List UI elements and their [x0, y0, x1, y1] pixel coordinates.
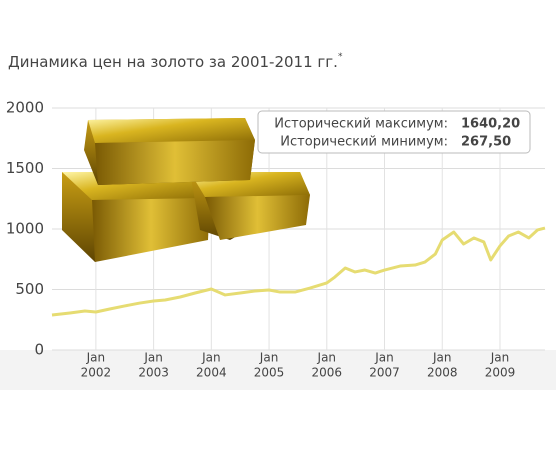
x-tick-label: 2006 — [312, 366, 343, 380]
price-line — [51, 226, 546, 317]
annotation-value: 267,50 — [461, 135, 511, 150]
x-tick-label: 2005 — [254, 366, 285, 380]
gold-bars — [62, 118, 310, 262]
y-tick-label: 2000 — [6, 99, 44, 117]
annotation-label: Исторический минимум: — [280, 135, 448, 150]
x-tick-month: Jan — [86, 351, 106, 365]
x-tick-label: 2004 — [196, 366, 227, 380]
title-mark: * — [338, 52, 343, 62]
y-tick-label: 0 — [34, 341, 44, 359]
x-tick-label: 2002 — [81, 366, 112, 380]
y-tick-label: 1000 — [6, 220, 44, 238]
y-tick-label: 500 — [15, 280, 44, 298]
x-tick-month: Jan — [201, 351, 221, 365]
x-tick-month: Jan — [490, 351, 510, 365]
chart-title: Динамика цен на золото за 2001-2011 гг.* — [8, 52, 343, 71]
x-tick-label: 2009 — [485, 366, 516, 380]
x-tick-month: Jan — [259, 351, 279, 365]
annotation-value: 1640,20 — [461, 117, 520, 132]
y-tick-label: 1500 — [6, 159, 44, 177]
axis-band — [0, 350, 556, 390]
x-tick-month: Jan — [143, 351, 163, 365]
info-box — [257, 110, 531, 154]
x-tick-month: Jan — [374, 351, 394, 365]
x-tick-month: Jan — [432, 351, 452, 365]
x-tick-label: 2003 — [138, 366, 169, 380]
x-tick-label: 2007 — [369, 366, 400, 380]
x-tick-label: 2008 — [427, 366, 458, 380]
plot: 0500100015002000Jan2002Jan2003Jan2004Jan… — [6, 99, 546, 380]
title-text: Динамика цен на золото за 2001-2011 гг. — [8, 53, 338, 71]
annotation-label: Исторический максимум: — [274, 117, 448, 132]
x-tick-month: Jan — [317, 351, 337, 365]
